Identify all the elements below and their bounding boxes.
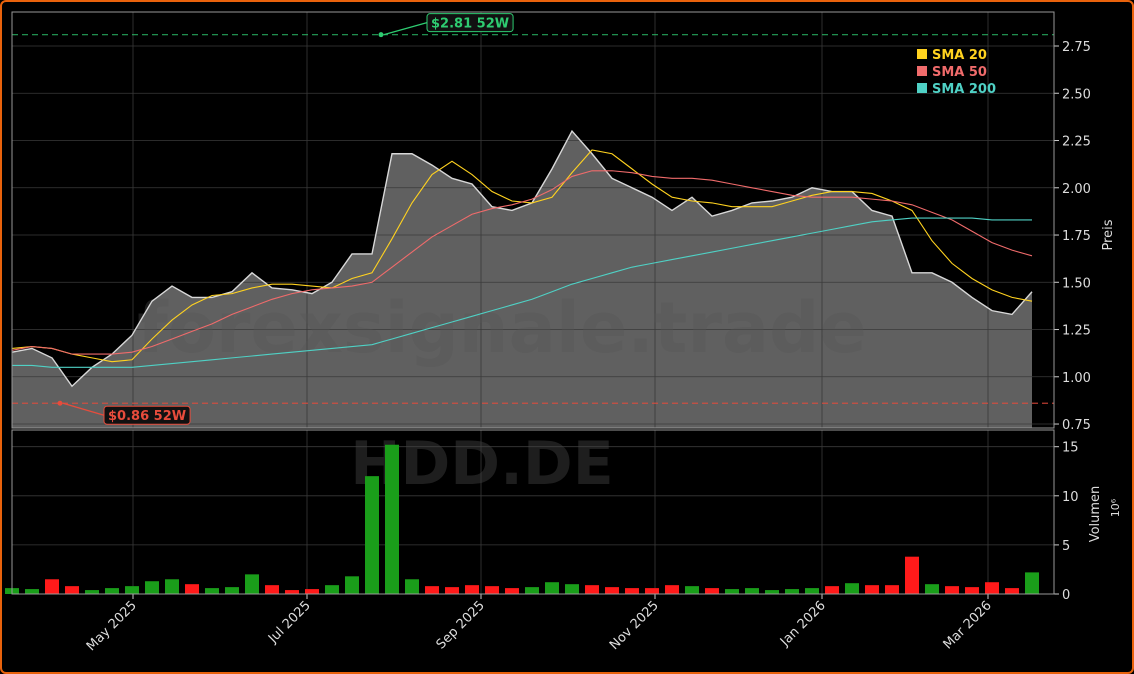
volume-bar — [145, 581, 159, 594]
x-tick-label: May 2025 — [84, 598, 140, 654]
volume-bar — [305, 589, 319, 594]
legend-swatch — [917, 66, 927, 76]
y-tick-label: 10 — [1062, 490, 1079, 505]
legend-label: SMA 20 — [932, 48, 987, 63]
volume-bar — [365, 476, 379, 594]
legend-swatch — [917, 83, 927, 93]
volume-bar — [965, 587, 979, 594]
volume-bar — [545, 582, 559, 594]
annotation-label: $0.86 52W — [108, 409, 186, 424]
volume-bar — [865, 585, 879, 594]
x-tick-label: Mar 2026 — [941, 598, 995, 652]
volume-bar — [85, 590, 99, 594]
legend-label: SMA 50 — [932, 65, 987, 80]
volume-bar — [985, 582, 999, 594]
y-tick-label: 1.25 — [1062, 324, 1091, 339]
x-tick-label: Nov 2025 — [607, 598, 662, 653]
y-axis-label: Volumen — [1088, 486, 1103, 543]
sma-line — [12, 217, 1032, 368]
volume-bar — [45, 579, 59, 594]
volume-bar — [125, 586, 139, 594]
volume-bar — [605, 587, 619, 594]
volume-bar — [705, 588, 719, 594]
volume-bar — [585, 585, 599, 594]
x-tick-label: Jul 2025 — [265, 598, 314, 647]
volume-bar — [185, 584, 199, 594]
volume-bar — [1005, 588, 1019, 594]
annotation-box — [426, 13, 514, 33]
y-axis-unit: 10⁶ — [1109, 498, 1122, 517]
volume-bar — [245, 574, 259, 594]
volume-bar — [845, 583, 859, 594]
volume-bar — [945, 586, 959, 594]
y-tick-label: 5 — [1062, 539, 1070, 554]
annotation-arrow — [383, 22, 428, 36]
panel-frame — [11, 429, 1055, 595]
panel-frame — [11, 11, 1055, 429]
volume-bar — [625, 588, 639, 594]
volume-bar — [745, 588, 759, 594]
volume-bar — [785, 589, 799, 594]
volume-bar — [165, 579, 179, 594]
volume-bar — [285, 590, 299, 594]
volume-bar — [385, 444, 399, 594]
volume-bar — [405, 579, 419, 594]
y-tick-label: 0.75 — [1062, 418, 1091, 433]
volume-bar — [345, 576, 359, 594]
volume-bar — [105, 588, 119, 594]
sma-line — [11, 170, 1033, 355]
annotation-box — [103, 405, 191, 425]
annotation-point — [57, 400, 63, 406]
volume-bar — [25, 589, 39, 594]
volume-bar — [1025, 572, 1039, 594]
volume-bar — [805, 588, 819, 594]
volume-bar — [725, 589, 739, 594]
annotation-label: $2.81 52W — [431, 17, 509, 32]
volume-bar — [905, 556, 919, 594]
volume-bar — [485, 586, 499, 594]
x-tick-label: Jan 2026 — [777, 598, 829, 650]
y-tick-label: 1.00 — [1062, 371, 1091, 386]
volume-bar — [265, 585, 279, 594]
y-tick-label: 1.50 — [1062, 276, 1091, 291]
y-axis-label: Preis — [1101, 219, 1116, 250]
volume-bar — [645, 588, 659, 594]
volume-bar — [65, 586, 79, 594]
y-tick-label: 2.25 — [1062, 135, 1091, 150]
volume-bar — [685, 586, 699, 594]
panel-background — [12, 430, 1054, 594]
volume-bar — [665, 585, 679, 594]
legend-label: SMA 200 — [932, 82, 996, 97]
volume-bar — [445, 587, 459, 594]
price-line — [11, 129, 1033, 388]
annotation-arrow — [62, 402, 105, 416]
volume-bar — [565, 584, 579, 594]
y-tick-label: 15 — [1062, 441, 1079, 456]
volume-bar — [325, 585, 339, 594]
y-tick-label: 2.50 — [1062, 87, 1091, 102]
legend-swatch — [917, 49, 927, 59]
volume-bar — [205, 588, 219, 594]
x-tick-label: Sep 2025 — [434, 598, 488, 652]
y-tick-label: 2.75 — [1062, 40, 1091, 55]
y-tick-label: 0 — [1062, 588, 1070, 603]
volume-bar — [525, 587, 539, 594]
volume-bar — [425, 586, 439, 594]
volume-bar — [925, 584, 939, 594]
y-tick-label: 2.00 — [1062, 182, 1091, 197]
volume-bar — [885, 585, 899, 594]
annotation-point — [378, 32, 384, 38]
volume-bar — [825, 586, 839, 594]
volume-bar — [505, 588, 519, 594]
volume-bar — [465, 585, 479, 594]
y-tick-label: 1.75 — [1062, 229, 1091, 244]
volume-bar — [225, 587, 239, 594]
volume-bar — [765, 590, 779, 594]
